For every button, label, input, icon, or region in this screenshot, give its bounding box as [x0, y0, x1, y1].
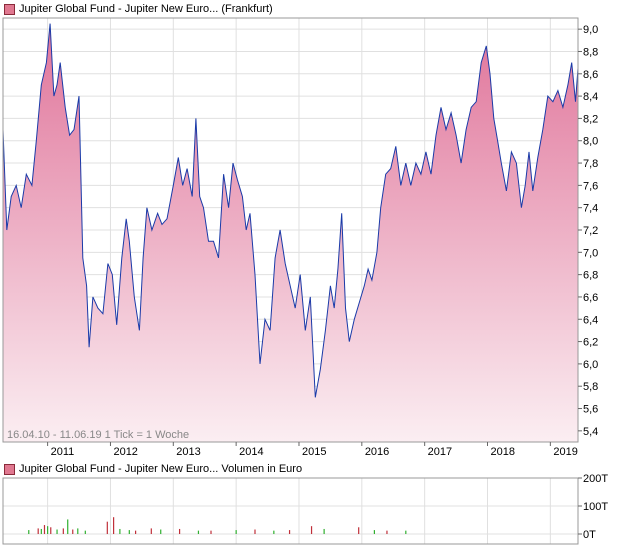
volume-bar [273, 530, 275, 534]
price-line [2, 23, 579, 398]
price-y-tick-label: 5,6 [583, 404, 598, 416]
price-y-tick-label: 6,4 [583, 314, 598, 326]
price-x-tick-label: 2017 [428, 446, 452, 458]
volume-y-axis: 0T 100T 200T [578, 473, 608, 541]
price-x-tick-label: 2014 [239, 446, 263, 458]
volume-bar [62, 528, 64, 534]
price-y-tick-label: 5,4 [583, 426, 598, 438]
price-y-tick-label: 8,8 [583, 46, 598, 58]
volume-bar [310, 526, 313, 534]
volume-grid [3, 477, 578, 544]
volume-bar [405, 530, 407, 534]
price-chart-title: Jupiter Global Fund - Jupiter New Euro..… [19, 3, 273, 15]
price-chart-legend: Jupiter Global Fund - Jupiter New Euro..… [4, 2, 273, 16]
volume-bars [28, 517, 407, 534]
volume-bar [134, 530, 137, 534]
price-y-tick-label: 6,8 [583, 270, 598, 282]
price-y-tick-label: 7,6 [583, 180, 598, 192]
volume-bar [288, 530, 291, 534]
price-x-tick-label: 2019 [553, 446, 577, 458]
volume-bar [254, 529, 256, 534]
price-x-tick-label: 2015 [302, 446, 326, 458]
price-y-tick-label: 7,8 [583, 158, 598, 170]
price-y-tick-label: 9,0 [583, 24, 598, 36]
volume-bar [235, 530, 237, 534]
volume-bar [119, 528, 121, 534]
price-y-tick-label: 8,0 [583, 136, 598, 148]
price-x-tick-label: 2011 [51, 446, 75, 458]
volume-y-tick-label: 200T [583, 473, 608, 485]
volume-bar [67, 519, 69, 534]
price-y-tick-label: 7,0 [583, 247, 598, 259]
price-x-tick-label: 2018 [491, 446, 515, 458]
volume-bar [43, 525, 46, 534]
volume-bar [113, 517, 115, 534]
volume-bar [56, 529, 58, 534]
price-x-tick-label: 2016 [365, 446, 389, 458]
price-y-tick-label: 8,4 [583, 91, 598, 103]
volume-bar [178, 528, 181, 534]
price-legend-swatch [4, 3, 15, 15]
volume-chart-title: Jupiter Global Fund - Jupiter New Euro..… [19, 463, 303, 475]
volume-bar [106, 521, 108, 534]
volume-bar [323, 528, 325, 534]
volume-y-tick-label: 0T [583, 529, 596, 541]
price-x-axis: 2011 2012 2013 2014 2015 2016 2017 2018 2019 [47, 442, 578, 458]
volume-bar [28, 530, 30, 534]
volume-bar [373, 530, 375, 534]
volume-y-tick-label: 100T [583, 501, 608, 513]
price-y-tick-label: 7,2 [583, 225, 598, 237]
volume-bar [84, 530, 86, 534]
volume-bar [358, 527, 360, 534]
volume-bar [77, 528, 79, 534]
price-y-tick-label: 8,6 [583, 69, 598, 81]
price-y-axis: 5,4 5,6 5,8 6,0 6,2 6,4 6,6 6,8 7,0 7,2 7,4 7,6 7,8 8… [578, 24, 598, 438]
volume-plot-frame [2, 477, 579, 545]
volume-bar [210, 530, 212, 534]
volume-bar [40, 528, 42, 534]
price-y-tick-label: 6,0 [583, 359, 598, 371]
volume-bar [50, 527, 52, 534]
price-y-tick-label: 6,6 [583, 292, 598, 304]
volume-legend-swatch [4, 463, 15, 475]
volume-bar [150, 528, 152, 534]
price-y-tick-label: 8,2 [583, 113, 598, 125]
volume-bar [160, 529, 162, 534]
price-y-tick-label: 7,4 [583, 203, 598, 215]
price-y-tick-label: 6,2 [583, 337, 598, 349]
volume-bar [128, 530, 130, 534]
volume-bar [72, 529, 74, 534]
price-x-tick-label: 2013 [176, 446, 200, 458]
volume-bar [47, 526, 49, 534]
price-x-tick-label: 2012 [113, 446, 137, 458]
price-chart-footer: 16.04.10 - 11.06.19 1 Tick = 1 Woche [7, 429, 189, 441]
volume-bar [197, 530, 200, 534]
volume-chart-legend: Jupiter Global Fund - Jupiter New Euro..… [4, 462, 302, 476]
price-area [3, 23, 578, 442]
volume-bar [386, 530, 388, 534]
price-y-tick-label: 5,8 [583, 381, 598, 393]
volume-bar [37, 528, 39, 534]
